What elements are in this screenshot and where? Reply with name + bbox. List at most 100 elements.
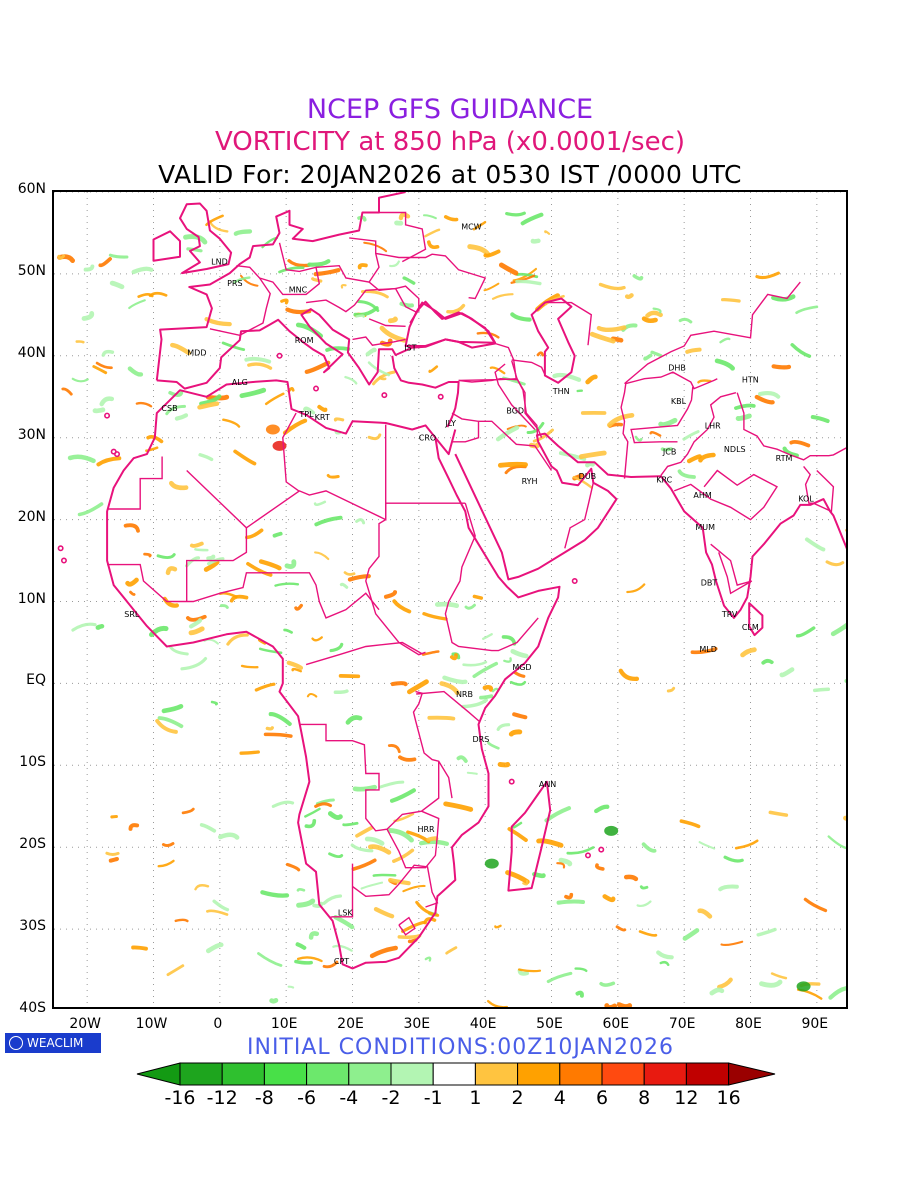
vorticity-streak xyxy=(294,603,303,611)
colorbar-bin xyxy=(643,1062,687,1086)
vorticity-streak xyxy=(607,412,635,428)
border-central-south xyxy=(299,723,440,832)
lon-tick-label: 20W xyxy=(69,1016,101,1032)
vorticity-streak xyxy=(656,950,674,960)
vorticity-streak xyxy=(734,403,756,410)
vorticity-streak xyxy=(494,924,502,929)
border-kazakh xyxy=(548,301,593,346)
vorticity-streak xyxy=(161,704,184,714)
vorticity-streak xyxy=(845,529,846,532)
city-label-hrr: HRR xyxy=(417,825,435,834)
vorticity-streak xyxy=(390,681,408,687)
border-great-lakes xyxy=(412,690,453,799)
city-label-krt: KRT xyxy=(315,413,330,422)
vorticity-streak xyxy=(95,624,105,630)
vorticity-streak xyxy=(127,366,144,377)
vorticity-streak xyxy=(387,827,414,843)
colorbar-bin xyxy=(601,1062,645,1086)
vorticity-streak xyxy=(795,626,816,638)
island-outline xyxy=(60,557,67,564)
vorticity-streak xyxy=(135,401,153,408)
vorticity-streak xyxy=(759,979,783,988)
vorticity-streak xyxy=(367,844,392,855)
vorticity-streak xyxy=(632,274,644,281)
vorticity-streak xyxy=(304,818,317,829)
vorticity-streak xyxy=(564,892,574,900)
vorticity-streak xyxy=(462,660,488,667)
vorticity-streak xyxy=(361,290,389,299)
vorticity-streak xyxy=(206,909,229,916)
vorticity-streak xyxy=(185,556,201,568)
vorticity-streak xyxy=(443,801,474,812)
vorticity-streak xyxy=(721,298,741,303)
colorbar-bin xyxy=(685,1062,730,1086)
vorticity-streak xyxy=(768,810,789,817)
vorticity-streak xyxy=(162,596,179,608)
vorticity-streak xyxy=(287,259,311,268)
border-germany xyxy=(259,242,321,296)
vorticity-streak xyxy=(585,374,598,385)
vorticity-streak xyxy=(498,262,519,276)
vorticity-streak xyxy=(685,347,702,354)
border-balkans xyxy=(306,287,418,314)
vorticity-streak xyxy=(649,431,662,437)
city-label-mdd: MDD xyxy=(187,349,206,358)
vorticity-streak xyxy=(105,851,120,856)
city-label-rom: ROM xyxy=(295,336,314,345)
vorticity-streak xyxy=(536,838,564,848)
lat-tick-label: 10N xyxy=(17,590,46,607)
vorticity-streak xyxy=(641,842,657,853)
vorticity-streak xyxy=(233,449,257,466)
vorticity-streak xyxy=(830,622,846,637)
vorticity-streak xyxy=(306,692,318,698)
vorticity-streak xyxy=(604,1003,618,1007)
vorticity-streak xyxy=(155,719,178,734)
colorbar xyxy=(136,1062,776,1086)
vorticity-streak xyxy=(355,825,374,838)
vorticity-streak xyxy=(491,293,514,300)
vorticity-streak xyxy=(398,212,411,221)
vorticity-streak xyxy=(340,284,347,289)
vorticity-streak xyxy=(795,305,819,315)
lat-tick-label: 30N xyxy=(17,426,46,443)
vorticity-streak xyxy=(322,894,343,905)
vorticity-streak xyxy=(203,559,220,572)
vorticity-streak xyxy=(398,755,417,762)
vorticity-streak xyxy=(658,417,678,428)
vorticity-streak xyxy=(268,712,292,726)
vorticity-streak xyxy=(402,884,426,893)
vorticity-streak xyxy=(660,447,673,452)
border-france xyxy=(209,265,271,337)
vorticity-streak xyxy=(61,387,73,396)
vorticity-streak xyxy=(424,228,441,238)
vorticity-streak xyxy=(558,451,587,462)
vorticity-streak xyxy=(472,661,499,679)
lon-tick-label: 0 xyxy=(213,1016,223,1032)
vorticity-streak xyxy=(81,311,95,321)
vorticity-streak xyxy=(71,622,97,632)
vorticity-streak xyxy=(258,559,282,571)
vorticity-core xyxy=(796,981,811,992)
vorticity-streak xyxy=(240,274,259,287)
vorticity-streak xyxy=(92,407,106,414)
vorticity-streak xyxy=(328,852,344,859)
vorticity-streak xyxy=(128,299,146,310)
city-label-bgd: BGD xyxy=(506,407,524,416)
vorticity-streak xyxy=(296,888,306,892)
vorticity-streak xyxy=(221,341,246,351)
vorticity-streak xyxy=(686,454,702,464)
border-car xyxy=(305,641,423,666)
vorticity-streak xyxy=(148,291,168,298)
vorticity-streak xyxy=(421,650,440,656)
colorbar-end-low xyxy=(136,1062,181,1086)
vorticity-streak xyxy=(585,461,595,468)
vorticity-streak xyxy=(803,897,828,913)
vorticity-streak xyxy=(641,316,658,324)
vorticity-streak xyxy=(157,716,184,729)
vorticity-streak xyxy=(709,987,725,996)
border-oman xyxy=(564,482,594,549)
vorticity-core xyxy=(604,825,619,836)
city-label-alg: ALG xyxy=(232,378,248,387)
city-label-ist: IST xyxy=(404,344,416,353)
colorbar-label: 1 xyxy=(469,1087,482,1109)
